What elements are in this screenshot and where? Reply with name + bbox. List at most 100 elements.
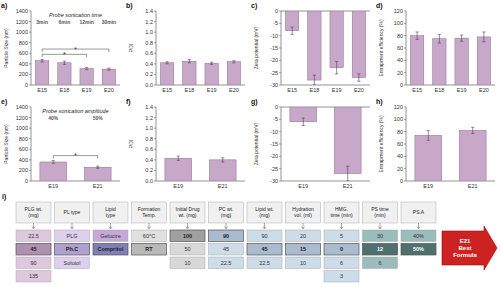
x-tick-label: E15 <box>37 87 47 93</box>
value-box <box>324 271 359 283</box>
value-label: 6 <box>340 260 343 266</box>
factor-arrow <box>341 223 342 228</box>
y-tick-label: 0 <box>400 178 403 184</box>
text-line: PS.A <box>413 209 425 215</box>
y-tick-label: 120 <box>394 104 403 110</box>
value-box <box>363 230 398 242</box>
value-label: 22.5 <box>259 260 270 266</box>
selected-value-box <box>55 244 90 256</box>
value-label: 45 <box>261 246 267 252</box>
bar <box>35 61 48 85</box>
value-box <box>324 230 359 242</box>
y-tick-label: 1.0 <box>145 125 153 131</box>
factor-arrow <box>418 223 419 228</box>
value-label: 135 <box>29 273 38 279</box>
factor-box <box>363 202 398 223</box>
factor-box <box>55 202 90 223</box>
y-tick-label: -15 <box>270 141 278 147</box>
marks <box>410 32 490 85</box>
factor-name: Lipidtype <box>105 206 116 218</box>
bar-panel: -30-25-20-15-10-50E15E18E19E20Zeta poten… <box>251 2 370 93</box>
error-bar <box>107 68 110 70</box>
text-line: time (min) <box>330 212 353 218</box>
error-bar <box>188 60 191 63</box>
figure: 0200400600800100012001400E15E18E19E20Par… <box>0 0 500 287</box>
panel-letter: f) <box>126 98 131 106</box>
panel-letter: c) <box>251 2 257 10</box>
value-label: 90 <box>30 260 36 266</box>
selected-value-box <box>286 244 321 256</box>
error-bar <box>346 166 349 181</box>
error-bar <box>232 61 235 63</box>
y-tick-label: 600 <box>19 146 28 152</box>
factor-name: PS time(min) <box>371 206 389 218</box>
value-label: 45 <box>30 246 36 252</box>
error-bar <box>41 59 44 62</box>
x-tick-label: E19 <box>82 87 92 93</box>
bar <box>205 63 218 85</box>
y-axis <box>281 107 282 181</box>
factor-arrow <box>33 223 34 228</box>
y-tick-label: 1.0 <box>145 29 153 35</box>
y-tick-label: 1400 <box>16 104 28 110</box>
group-label: 50% <box>93 115 104 121</box>
bar-panel: 0.00.20.40.60.81.01.21.4E19E21PDIf) <box>126 98 245 189</box>
panel-letter: b) <box>126 2 133 10</box>
x-tick-label: E19 <box>457 87 467 93</box>
diagram: i)PLG wt.(mg)22.54590135PL typePLGPh.CSo… <box>2 193 497 282</box>
marks <box>165 156 236 181</box>
bar <box>477 37 490 85</box>
y-tick-label: 0 <box>25 82 28 88</box>
factor-arrow-head <box>417 227 420 230</box>
factor-arrow <box>226 223 227 228</box>
error-bar <box>416 32 419 39</box>
x-tick-label: E21 <box>343 183 353 189</box>
y-tick-label: 0.8 <box>145 40 153 46</box>
y-tick-label: 40 <box>397 153 403 159</box>
selected-value-box <box>247 244 282 256</box>
factor-arrow <box>380 223 381 228</box>
y-tick-label: -10 <box>270 33 278 39</box>
y-tick-label: 0.8 <box>145 136 153 142</box>
marks <box>40 161 111 181</box>
y-tick-label: 1000 <box>16 125 28 131</box>
error-bar <box>313 75 316 85</box>
y-tick-label: -5 <box>273 20 278 26</box>
value-box <box>209 257 244 269</box>
x-axis <box>281 181 370 182</box>
x-tick-label: E20 <box>104 87 114 93</box>
text-line: Best <box>458 245 471 251</box>
y-tick-label: 20 <box>397 70 403 76</box>
factor-name: PLG wt.(mg) <box>25 206 43 218</box>
y-axis <box>31 107 32 181</box>
y-tick-label: 0.0 <box>145 178 153 184</box>
y-tick-label: 100 <box>394 20 403 26</box>
y-tick-label: 0.4 <box>145 61 153 67</box>
factor-arrow <box>149 223 150 228</box>
value-box <box>324 257 359 269</box>
marks <box>160 60 240 85</box>
y-tick-label: 0 <box>275 104 278 110</box>
bar <box>433 39 446 85</box>
result-label: E21BestFormula <box>453 238 477 258</box>
value-label: Solutol <box>64 260 81 266</box>
bar-panel: -30-25-20-15-10-50E19E21Zeta potential (… <box>251 98 370 189</box>
factor-box <box>286 202 321 223</box>
y-tick-label: 0 <box>400 82 403 88</box>
error-bar <box>471 127 474 133</box>
bar-panel: 0200400600800100012001400E15E18E19E20Par… <box>1 2 120 93</box>
factor-arrow <box>110 223 111 228</box>
error-bar <box>427 130 430 140</box>
x-tick-label: E20 <box>479 87 489 93</box>
factor-box <box>247 202 282 223</box>
value-label: Compritol <box>98 246 124 252</box>
marks <box>285 11 365 85</box>
value-box <box>16 257 51 269</box>
value-box <box>170 257 205 269</box>
factor-name: PC wt.(mg) <box>219 206 234 218</box>
x-tick-label: E21 <box>93 183 103 189</box>
factor-box <box>209 202 244 223</box>
y-tick-label: 600 <box>19 50 28 56</box>
y-tick-label: 1200 <box>16 19 28 25</box>
value-label: 12 <box>377 246 383 252</box>
